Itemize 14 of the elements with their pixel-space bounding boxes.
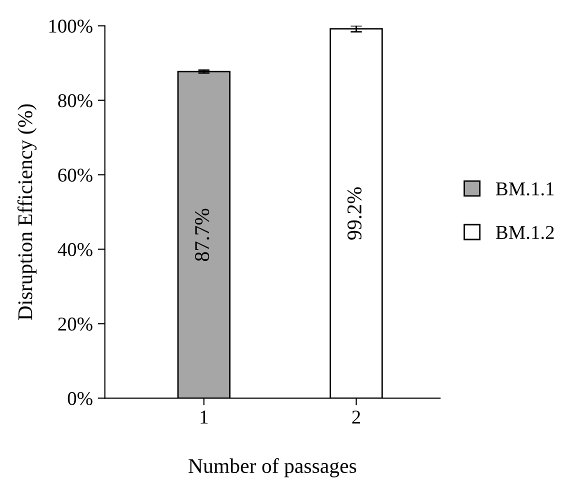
x-tick-label: 2 <box>352 410 360 424</box>
y-tick-label: 80% <box>58 94 92 108</box>
legend-label: BM.1.1 <box>496 182 554 196</box>
y-axis-title: Disruption Efficiency (%) <box>17 104 37 320</box>
x-axis-title: Number of passages <box>188 458 356 478</box>
data-label: 99.2% <box>347 187 362 240</box>
y-tick-label: 40% <box>58 243 92 256</box>
y-tick-label: 0% <box>68 392 92 406</box>
data-label: 87.7% <box>195 208 210 262</box>
y-tick-label: 20% <box>58 318 92 331</box>
y-tick-label: 60% <box>58 168 92 182</box>
x-tick-label: 1 <box>200 410 208 424</box>
legend-label: BM.1.2 <box>496 226 554 240</box>
y-tick-label: 100% <box>49 20 92 33</box>
